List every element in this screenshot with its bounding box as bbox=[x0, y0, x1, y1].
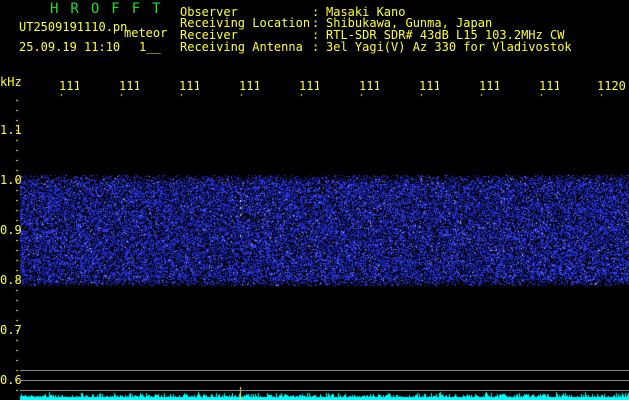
y-tick-label: 0.7 bbox=[0, 323, 22, 337]
filename: UT2509191110.pn bbox=[19, 20, 128, 34]
level-line bbox=[20, 380, 629, 381]
receiver-value: RTL-SDR SDR# 43dB L15 103.2MHz CW bbox=[326, 28, 565, 42]
x-tick-label: 1118 bbox=[479, 80, 499, 92]
x-tick-label: 1115 bbox=[299, 80, 319, 92]
app-title: HROFFT bbox=[50, 1, 173, 17]
antenna-value: 3el Yagi(V) Az 330 for Vladivostok bbox=[326, 40, 572, 54]
y-tick-label: 0.8 bbox=[0, 273, 22, 287]
counter: 1__ bbox=[139, 40, 161, 54]
receiver-label: Receiver bbox=[180, 28, 238, 42]
colon: : bbox=[312, 5, 320, 19]
antenna-label: Receiving Antenna bbox=[180, 40, 303, 54]
y-tick-label: 1.1 bbox=[0, 123, 22, 137]
observer-label: Observer bbox=[180, 5, 238, 19]
colon: : bbox=[312, 16, 320, 30]
level-line bbox=[20, 390, 629, 391]
y-tick-label: 1.0 bbox=[0, 173, 22, 187]
colon: : bbox=[312, 28, 320, 42]
x-tick-label: 1113 bbox=[179, 80, 199, 92]
datetime: 25.09.19 11:10 bbox=[19, 40, 121, 54]
x-tick-label: 1116 bbox=[359, 80, 379, 92]
location-value: Shibukawa, Gunma, Japan bbox=[326, 16, 493, 30]
colon: : bbox=[312, 40, 320, 54]
y-tick-label: 0.6 bbox=[0, 373, 22, 387]
x-tick-label: 1114 bbox=[239, 80, 259, 92]
location-label: Receiving Location bbox=[180, 16, 311, 30]
x-tick-label: 1120 bbox=[597, 80, 626, 92]
y-tick-label: 0.9 bbox=[0, 223, 22, 237]
level-line bbox=[20, 370, 629, 371]
observer-value: Masaki Kano bbox=[326, 5, 406, 19]
x-tick-label: 1117 bbox=[419, 80, 439, 92]
x-tick-label: 1119 bbox=[539, 80, 559, 92]
x-axis-unit: kHz bbox=[0, 75, 22, 89]
mode-label: meteor bbox=[124, 26, 168, 40]
